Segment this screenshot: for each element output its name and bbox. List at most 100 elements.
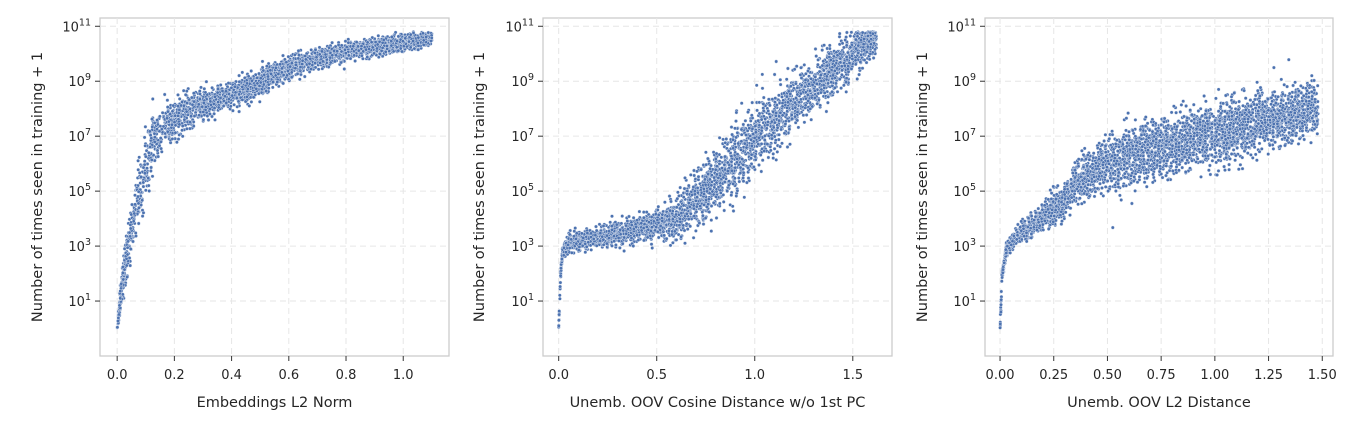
scatter-point: [180, 100, 184, 104]
scatter-point: [741, 179, 746, 184]
scatter-point: [308, 56, 313, 61]
scatter-point: [370, 35, 375, 40]
scatter-point: [176, 93, 180, 97]
scatter-point: [136, 158, 140, 163]
scatter-point: [704, 150, 708, 155]
y-tick-label: 101: [68, 292, 91, 310]
scatter-point: [721, 200, 726, 204]
scatter-point: [118, 296, 123, 301]
scatter-point: [375, 42, 380, 47]
scatter-point: [381, 38, 386, 42]
scatter-point: [240, 85, 245, 89]
scatter-point: [176, 137, 181, 141]
scatter-point: [177, 108, 182, 112]
y-tick-label: 103: [68, 237, 91, 255]
scatter-point: [122, 267, 127, 272]
scatter-point: [185, 101, 189, 105]
scatter-point: [837, 34, 842, 39]
scatter-point: [143, 143, 148, 148]
scatter-point: [134, 234, 138, 238]
scatter-point: [839, 86, 843, 90]
scatter-point: [201, 110, 206, 114]
scatter-point: [197, 97, 202, 101]
scatter-point: [383, 49, 388, 54]
scatter-point: [168, 112, 172, 117]
scatter-point: [166, 109, 170, 114]
scatter-point: [210, 85, 214, 90]
scatter-point: [162, 92, 167, 97]
scatter-point: [179, 103, 183, 108]
scatter-point: [257, 84, 262, 88]
scatter-point: [226, 81, 231, 85]
scatter-point: [297, 77, 302, 82]
scatter-point: [339, 60, 343, 65]
scatter-point: [257, 99, 262, 104]
scatter-point: [722, 208, 727, 213]
scatter-point: [212, 111, 216, 116]
scatter-point: [342, 67, 347, 71]
scatter-point: [717, 135, 722, 140]
scatter-point: [674, 238, 679, 242]
scatter-point: [318, 61, 323, 65]
scatter-point: [165, 98, 170, 103]
scatter-point: [776, 137, 781, 142]
scatter-point: [237, 79, 242, 84]
scatter-point: [714, 216, 719, 220]
y-tick-label: 1011: [62, 17, 91, 35]
scatter-point: [303, 54, 308, 58]
scatter-point: [557, 309, 562, 313]
scatter-point: [201, 117, 206, 122]
scatter-point: [188, 126, 192, 131]
scatter-point: [559, 266, 563, 271]
scatter-point: [741, 122, 746, 127]
scatter-point: [558, 296, 562, 301]
scatter-point: [204, 79, 209, 84]
scatter-point: [424, 35, 429, 39]
scatter-point: [115, 325, 120, 330]
scatter-point: [668, 243, 673, 248]
scatter-point: [421, 43, 426, 47]
scatter-point: [180, 124, 185, 128]
y-tick-label: 107: [511, 127, 534, 145]
scatter-point: [202, 100, 206, 105]
scatter-point: [328, 60, 333, 65]
scatter-point: [356, 48, 361, 53]
scatter-point: [132, 211, 137, 216]
scatter-point: [257, 71, 261, 76]
scatter-point: [846, 50, 850, 55]
scatter-point: [125, 245, 130, 250]
scatter-point: [796, 125, 801, 130]
scatter-point: [688, 224, 693, 229]
scatter-point: [173, 123, 178, 128]
scatter-point: [773, 100, 777, 105]
scatter-point: [136, 221, 141, 226]
scatter-point: [864, 60, 869, 65]
scatter-point: [206, 118, 211, 122]
scatter-point: [719, 155, 724, 160]
scatter-point: [361, 49, 366, 54]
scatter-point: [253, 72, 258, 77]
scatter-point: [157, 129, 162, 134]
scatter-point: [203, 90, 208, 95]
scatter-point: [416, 35, 421, 40]
scatter-point: [223, 94, 227, 99]
scatter-point: [139, 175, 144, 179]
scatter-point: [735, 130, 740, 135]
scatter-point: [126, 239, 130, 244]
scatter-point: [208, 112, 212, 116]
scatter-point: [181, 88, 186, 93]
y-tick-label: 1011: [505, 17, 534, 35]
scatter-point: [729, 125, 734, 129]
scatter-point: [163, 135, 168, 139]
scatter-point: [221, 104, 226, 108]
scatter-point: [289, 75, 294, 80]
scatter-point: [774, 59, 779, 64]
scatter-point: [281, 81, 286, 86]
scatter-point: [601, 224, 606, 228]
scatter-point: [237, 109, 241, 114]
scatter-point: [158, 114, 162, 119]
scatter-point: [249, 69, 254, 73]
scatter-point: [826, 100, 830, 105]
scatter-point: [320, 66, 325, 71]
